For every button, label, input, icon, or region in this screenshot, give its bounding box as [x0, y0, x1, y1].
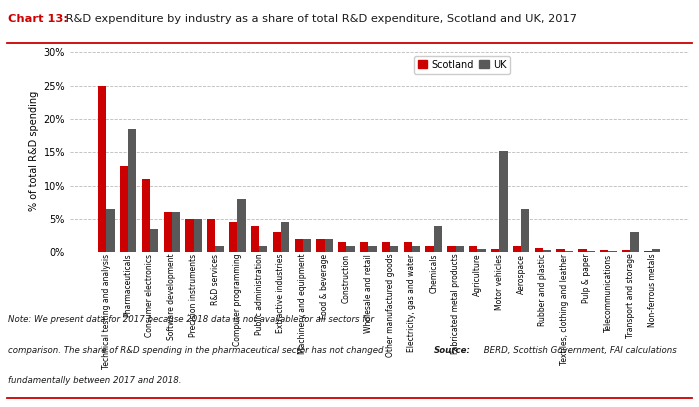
Text: Chart 13:: Chart 13: [8, 14, 69, 24]
Bar [194, 219, 202, 252]
Bar [294, 239, 303, 252]
Bar [259, 246, 268, 252]
Bar [273, 232, 281, 252]
Bar [622, 250, 630, 252]
Text: fundamentally between 2017 and 2018.: fundamentally between 2017 and 2018. [8, 376, 182, 385]
Y-axis label: % of total R&D spending: % of total R&D spending [29, 90, 39, 211]
Bar [164, 212, 172, 252]
Bar [128, 129, 136, 252]
Bar [513, 246, 521, 252]
Bar [317, 239, 324, 252]
Bar [491, 249, 499, 252]
Bar [412, 246, 420, 252]
Bar [237, 199, 245, 252]
Text: Note: We present data for 2017 because 2018 data is not available for all sector: Note: We present data for 2017 because 2… [8, 315, 375, 324]
Bar [477, 249, 486, 252]
Bar [608, 251, 617, 252]
Bar [600, 249, 608, 252]
Bar [456, 246, 464, 252]
Bar [142, 179, 150, 252]
Bar [578, 249, 586, 252]
Bar [251, 225, 259, 252]
Text: Source:: Source: [433, 346, 470, 355]
Bar [630, 232, 639, 252]
Bar [338, 242, 347, 252]
Bar [469, 246, 477, 252]
Bar [303, 239, 311, 252]
Bar [403, 242, 412, 252]
Bar [521, 209, 529, 252]
Bar [565, 251, 573, 252]
Bar [120, 166, 128, 252]
Bar [390, 246, 398, 252]
Text: BERD, Scottish Government, FAI calculations: BERD, Scottish Government, FAI calculati… [481, 346, 677, 355]
Bar [644, 251, 652, 252]
Bar [347, 246, 355, 252]
Bar [215, 246, 224, 252]
Bar [447, 246, 456, 252]
Text: R&D expenditure by industry as a share of total R&D expenditure, Scotland and UK: R&D expenditure by industry as a share o… [62, 14, 577, 24]
Bar [150, 229, 158, 252]
Bar [426, 246, 434, 252]
Bar [586, 251, 595, 252]
Bar [434, 225, 442, 252]
Bar [543, 250, 552, 252]
Bar [324, 239, 333, 252]
Bar [172, 212, 180, 252]
Bar [360, 242, 368, 252]
Bar [382, 242, 390, 252]
Bar [499, 151, 507, 252]
Text: comparison. The share of R&D spending in the pharmaceutical sector has not chang: comparison. The share of R&D spending in… [8, 346, 384, 355]
Bar [556, 249, 565, 252]
Bar [368, 246, 377, 252]
Bar [229, 222, 237, 252]
Bar [98, 85, 106, 252]
Bar [535, 248, 543, 252]
Bar [185, 219, 194, 252]
Bar [281, 222, 289, 252]
Legend: Scotland, UK: Scotland, UK [414, 56, 510, 74]
Bar [652, 249, 661, 252]
Bar [207, 219, 215, 252]
Bar [106, 209, 115, 252]
